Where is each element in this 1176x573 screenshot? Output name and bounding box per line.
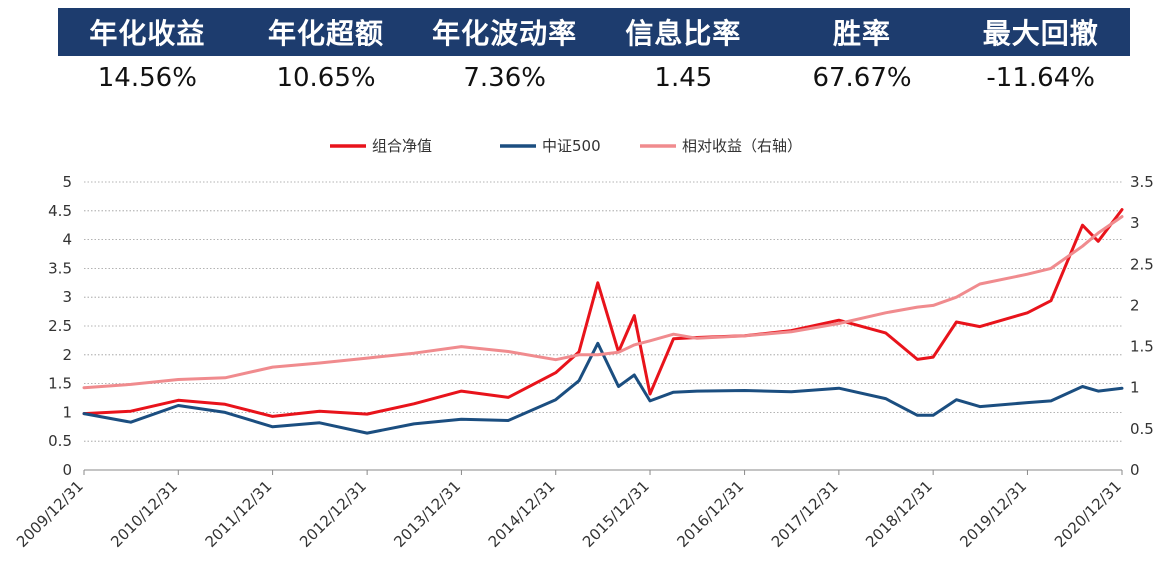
right-y-tick-label: 1 [1130,379,1140,397]
stat-value-annual-return: 14.56% [97,63,197,93]
x-tick-label: 2017/12/31 [768,477,842,551]
right-y-tick-label: 3 [1130,214,1140,232]
left-y-tick-label: 3 [62,288,72,306]
right-y-tick-label: 3.5 [1130,173,1154,191]
stat-value-information-ratio: 1.45 [654,63,713,93]
x-tick-label: 2018/12/31 [862,477,936,551]
x-tick-label: 2012/12/31 [296,477,370,551]
stat-header-annual-excess: 年化超额 [268,17,385,50]
x-tick-label: 2013/12/31 [390,477,464,551]
legend-label-2: 中证500 [542,137,601,155]
x-tick-label: 2014/12/31 [485,477,559,551]
right-y-tick-label: 2.5 [1130,255,1154,273]
series-line-1 [82,208,1124,418]
stats-header-row: 年化收益 年化超额 年化波动率 信息比率 胜率 最大回撤 [58,8,1130,56]
series-line-3 [82,215,1124,390]
right-y-tick-label: 0.5 [1130,420,1154,438]
stat-header-annual-return: 年化收益 [89,17,206,50]
x-tick-label: 2019/12/31 [956,477,1030,551]
right-y-tick-label: 0 [1130,461,1140,479]
x-tick-label: 2020/12/31 [1051,477,1125,551]
stat-header-max-drawdown: 最大回撤 [982,17,1099,50]
right-y-tick-label: 2 [1130,296,1140,314]
left-y-axis: 0 0.5 1 1.5 2 2.5 3 3.5 4 4.5 5 [48,173,72,479]
stat-header-annual-volatility: 年化波动率 [432,17,578,50]
stat-header-win-rate: 胜率 [833,17,892,50]
left-y-tick-label: 0 [62,461,72,479]
stat-value-max-drawdown: -11.64% [986,63,1095,93]
legend-label-3: 相对收益（右轴） [682,137,802,155]
x-tick-label: 2016/12/31 [674,477,748,551]
left-y-tick-label: 3.5 [48,259,72,277]
legend-label-1: 组合净值 [372,137,432,155]
x-tick-label: 2009/12/31 [13,477,87,551]
stat-value-win-rate: 67.67% [812,63,912,93]
series-line-2 [82,341,1124,435]
right-y-tick-label: 1.5 [1130,338,1154,356]
x-tick-label: 2010/12/31 [107,477,181,551]
left-y-tick-label: 1 [62,403,72,421]
left-y-tick-label: 0.5 [48,432,72,450]
left-y-tick-label: 2 [62,346,72,364]
stat-value-annual-excess: 10.65% [276,63,376,93]
right-y-axis: 0 0.5 1 1.5 2 2.5 3 3.5 [1130,173,1154,479]
left-y-tick-label: 4 [62,231,72,249]
x-tick-label: 2015/12/31 [579,477,653,551]
chart-series [82,208,1124,435]
stat-value-annual-volatility: 7.36% [463,63,546,93]
left-y-tick-label: 2.5 [48,317,72,335]
left-y-tick-label: 4.5 [48,202,72,220]
performance-stats-table: 年化收益 年化超额 年化波动率 信息比率 胜率 最大回撤 14.56% 10.6… [58,8,1130,100]
stats-value-row: 14.56% 10.65% 7.36% 1.45 67.67% -11.64% [58,56,1130,100]
chart-legend: 组合净值 中证500 相对收益（右轴） [330,137,802,155]
left-y-tick-label: 1.5 [48,375,72,393]
left-y-tick-label: 5 [62,173,72,191]
stat-header-information-ratio: 信息比率 [625,17,742,50]
x-tick-label: 2011/12/31 [202,477,276,551]
x-axis: 2009/12/31 2010/12/31 2011/12/31 2012/12/31… [13,469,1125,551]
